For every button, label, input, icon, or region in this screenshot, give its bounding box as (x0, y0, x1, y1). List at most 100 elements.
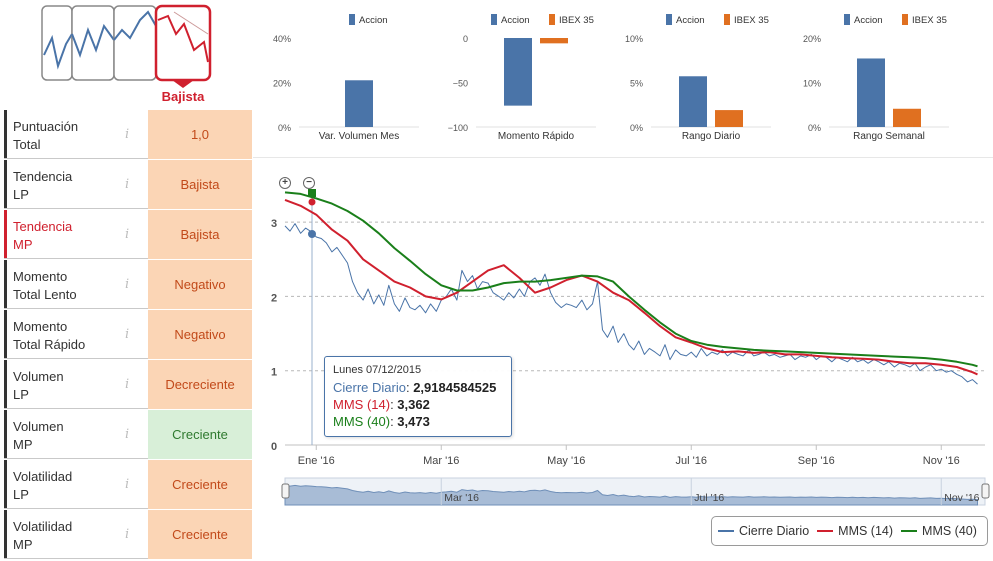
mini-bar-ibex-35[interactable] (540, 38, 568, 44)
metric-label: Volatilidad LP i (4, 460, 144, 508)
info-icon[interactable]: i (125, 477, 130, 492)
metric-value: Negativo (148, 260, 252, 309)
info-icon[interactable]: i (125, 527, 130, 542)
mini-bar-accion[interactable] (504, 38, 532, 106)
row-divider (4, 258, 148, 259)
mini-y-tick: 20% (803, 34, 821, 44)
navigator-handle-left[interactable] (281, 483, 290, 499)
mini-y-tick: 0% (278, 123, 291, 133)
metric-label-line2: Total Lento (13, 287, 77, 302)
mini-chart-title: Momento Rápido (498, 131, 575, 142)
mini-legend-swatch (349, 14, 355, 25)
mini-y-tick: 0% (630, 123, 643, 133)
mini-chart-1: 40% 20% 0% Accion Var. Volumen Mes (273, 14, 419, 142)
row-divider (4, 308, 148, 309)
info-icon[interactable]: i (125, 177, 130, 192)
chart-tooltip: Lunes 07/12/2015 Cierre Diario: 2,918458… (324, 356, 512, 437)
metric-row: Puntuación Total i 1,0 (4, 110, 252, 159)
navigator-handle-right[interactable] (981, 483, 990, 499)
metric-label: Puntuación Total i (4, 110, 144, 158)
row-divider (4, 458, 148, 459)
zoom-in-icon[interactable]: + (279, 177, 291, 189)
info-icon[interactable]: i (125, 277, 130, 292)
legend-item-mms40[interactable]: MMS (40) (901, 524, 977, 538)
mini-y-tick: −100 (448, 123, 468, 133)
x-tick-label: Jul '16 (676, 455, 707, 467)
metric-label-line1: Volumen (13, 419, 64, 434)
mini-bar-ibex-35[interactable] (893, 108, 921, 127)
legend-swatch-cierre (718, 530, 734, 532)
mini-bar-accion[interactable] (679, 76, 707, 127)
metric-row: Tendencia MP i Bajista (4, 210, 252, 259)
metric-value: Creciente (148, 510, 252, 559)
series-line-mms-14[interactable] (284, 198, 978, 376)
marker-mms14 (308, 198, 316, 206)
mini-legend-swatch (491, 14, 497, 25)
y-tick-label: 1 (271, 367, 277, 379)
navigator-label: Mar '16 (444, 492, 479, 504)
info-icon[interactable]: i (125, 377, 130, 392)
mini-legend-swatch (844, 14, 850, 25)
mini-y-tick: 20% (273, 79, 291, 89)
mini-bar-ibex-35[interactable] (715, 110, 743, 127)
mini-y-tick: 0% (808, 123, 821, 133)
legend-swatch-mms40 (901, 530, 918, 532)
series-line-mms-40[interactable] (284, 191, 978, 368)
legend-label-cierre: Cierre Diario (739, 524, 810, 538)
zoom-out-icon[interactable]: − (303, 177, 315, 189)
mini-legend-label: IBEX 35 (912, 15, 947, 26)
metric-value: 1,0 (148, 110, 252, 159)
y-tick-label: 0 (271, 441, 277, 453)
mini-y-tick: 10% (803, 79, 821, 89)
row-divider (4, 408, 148, 409)
metric-label: Tendencia LP i (4, 160, 144, 208)
navigator-label: Nov '16 (944, 492, 979, 504)
x-tick-label: Sep '16 (798, 455, 835, 467)
metric-label-line2: MP (13, 437, 33, 452)
tooltip-mms14-label: MMS (14) (333, 397, 391, 412)
legend-swatch-mms14 (817, 530, 834, 532)
mini-y-tick: −50 (453, 79, 468, 89)
metric-label-line1: Puntuación (13, 119, 79, 134)
metric-value: Bajista (148, 210, 252, 259)
price-chart: 3 2 1 0 Ene '16 Mar '16 May '16 Jul '16 Sep '16 N… (271, 189, 990, 506)
info-icon[interactable]: i (125, 427, 130, 442)
legend-item-mms14[interactable]: MMS (14) (817, 524, 893, 538)
metric-value: Creciente (148, 410, 252, 459)
row-divider (4, 358, 148, 359)
y-tick-label: 3 (271, 218, 277, 230)
metric-label-line2: LP (13, 487, 29, 502)
x-tick-label: Nov '16 (923, 455, 960, 467)
mini-legend-label: Accion (676, 15, 705, 26)
mini-bar-accion[interactable] (345, 80, 373, 127)
x-tick-label: Ene '16 (298, 455, 335, 467)
tooltip-date: Lunes 07/12/2015 (333, 364, 422, 376)
series-line-cierre-diario[interactable] (284, 223, 978, 385)
trend-down-icon[interactable] (154, 4, 212, 88)
metric-label-line2: MP (13, 537, 33, 552)
info-icon[interactable]: i (125, 127, 130, 142)
range-navigator[interactable]: Mar '16 Jul '16 Nov '16 (281, 477, 990, 506)
metric-label-line1: Tendencia (13, 169, 73, 184)
metric-label: Volatilidad MP i (4, 510, 144, 558)
row-divider (4, 158, 148, 159)
mini-y-tick: 10% (625, 34, 643, 44)
info-icon[interactable]: i (125, 327, 130, 342)
trend-up-icon[interactable] (41, 5, 73, 81)
legend-item-cierre[interactable]: Cierre Diario (718, 524, 809, 538)
trend-zigzag-icon[interactable] (71, 5, 115, 81)
tooltip-cierre-label: Cierre Diario (333, 380, 406, 395)
mini-bar-charts: 40% 20% 0% Accion Var. Volumen Mes 0 −50 −100 Ac… (253, 14, 993, 158)
metric-row: Momento Total Lento i Negativo (4, 260, 252, 309)
tooltip-cierre-value: 2,9184584525 (413, 380, 497, 395)
metric-row: Volumen MP i Creciente (4, 410, 252, 459)
trend-selector: Bajista (41, 4, 212, 104)
mini-legend-swatch (666, 14, 672, 25)
metric-label-line1: Tendencia (13, 219, 73, 234)
trend-flat-icon[interactable] (113, 5, 157, 81)
metric-value: Creciente (148, 460, 252, 509)
mini-bar-accion[interactable] (857, 58, 885, 127)
mini-legend-swatch (549, 14, 555, 25)
metric-row: Volumen LP i Decreciente (4, 360, 252, 409)
info-icon[interactable]: i (125, 227, 130, 242)
